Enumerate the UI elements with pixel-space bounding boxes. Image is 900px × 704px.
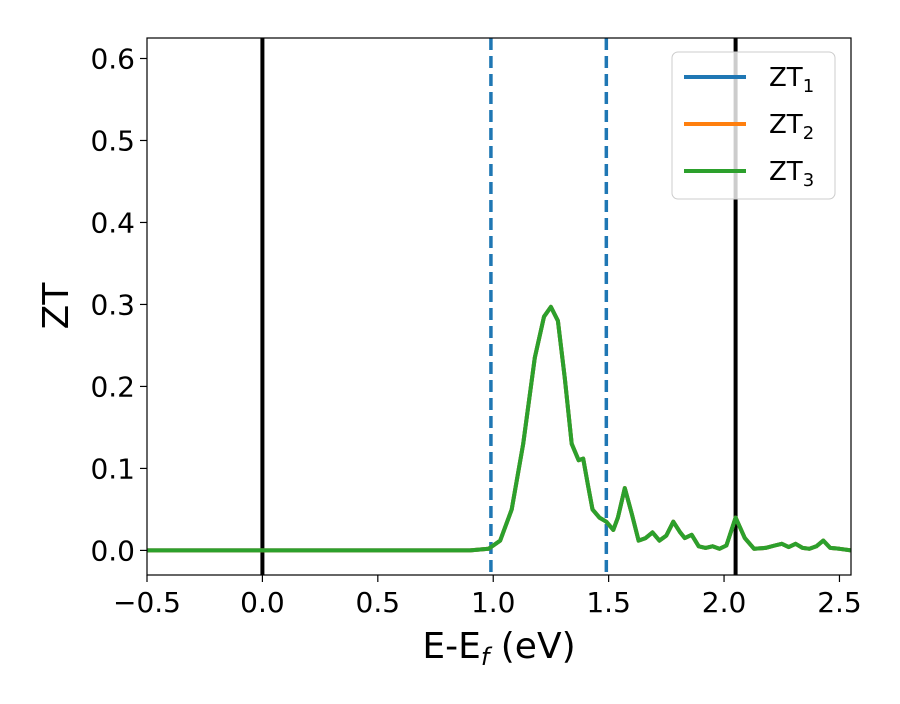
- legend-label-2: ZT2: [769, 110, 814, 144]
- x-axis-title-unit: (eV): [489, 626, 575, 667]
- x-tick-label: −0.5: [113, 586, 181, 619]
- y-axis: 0.0 0.1 0.2 0.3 0.4 0.5 0.6: [90, 42, 147, 567]
- x-tick-label: 1.0: [471, 586, 516, 619]
- x-tick-label: 0.0: [240, 586, 285, 619]
- x-axis-title-main: E-E: [422, 626, 480, 667]
- x-axis: −0.5 0.0 0.5 1.0 1.5 2.0 2.5: [113, 575, 862, 619]
- legend-label-1: ZT1: [769, 63, 814, 97]
- x-tick-label: 2.5: [817, 586, 862, 619]
- legend-box: [671, 51, 836, 200]
- legend: ZT1 ZT2 ZT3: [671, 51, 836, 200]
- legend-label-3: ZT3: [769, 157, 814, 191]
- y-tick-label: 0.6: [90, 42, 135, 75]
- y-tick-label: 0.5: [90, 124, 135, 157]
- y-tick-label: 0.3: [90, 288, 135, 321]
- series-line-3: [147, 304, 852, 553]
- x-tick-label: 0.5: [356, 586, 401, 619]
- plot-frame: [146, 37, 852, 576]
- series-line-1: [147, 304, 852, 553]
- y-tick-label: 0.2: [90, 370, 135, 403]
- series-line-2: [147, 304, 852, 553]
- x-tick-label: 2.0: [702, 586, 747, 619]
- series-layer: [147, 304, 852, 553]
- y-tick-label: 0.4: [90, 206, 135, 239]
- y-tick-label: 0.0: [90, 534, 135, 567]
- x-tick-label: 1.5: [586, 586, 631, 619]
- y-tick-label: 0.1: [90, 452, 135, 485]
- x-axis-title: E-Ef (eV): [422, 626, 575, 671]
- y-axis-title: ZT: [36, 282, 77, 330]
- reference-lines: [260, 38, 738, 575]
